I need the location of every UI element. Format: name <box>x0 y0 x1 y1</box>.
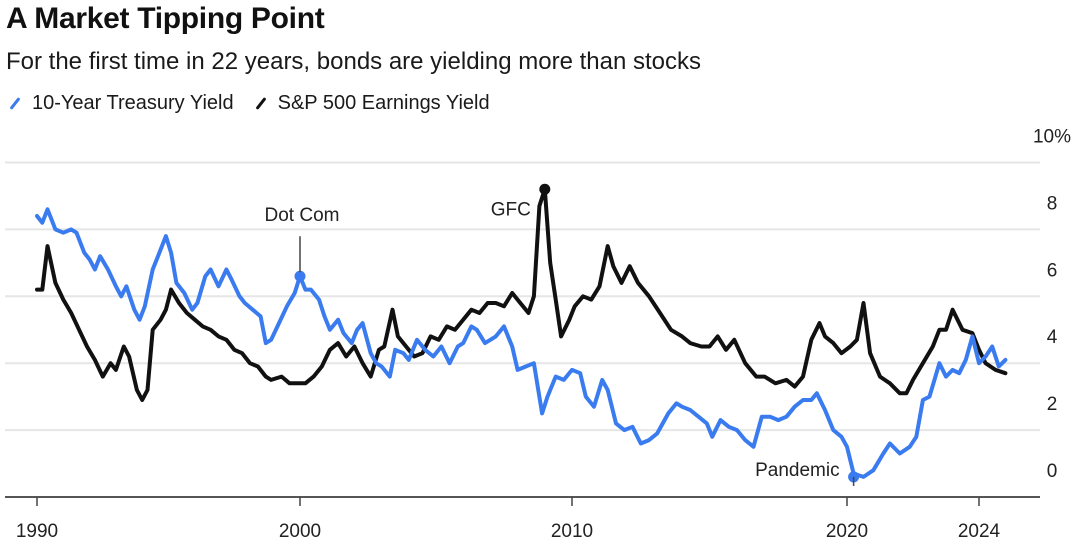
y-tick-label: 0 <box>1047 461 1058 482</box>
y-tick-label: 6 <box>1047 260 1058 281</box>
x-tick-label: 2020 <box>826 521 868 542</box>
gridlines <box>5 161 1040 432</box>
legend-label-treasury: 10-Year Treasury Yield <box>32 92 234 114</box>
chart-subtitle: For the first time in 22 years, bonds ar… <box>6 48 701 75</box>
legend-item-sp500: S&P 500 Earnings Yield <box>252 92 490 115</box>
y-tick-label: 2 <box>1047 394 1058 415</box>
x-axis: 1990 2000 2010 2020 2024 <box>5 496 1040 542</box>
legend: 10-Year Treasury Yield S&P 500 Earnings … <box>6 92 508 115</box>
x-tick-label: 1990 <box>16 521 58 542</box>
x-tick-label: 2024 <box>958 521 1001 542</box>
annotation-gfc: GFC <box>491 199 531 220</box>
x-tick-label: 2000 <box>279 521 321 542</box>
legend-item-treasury: 10-Year Treasury Yield <box>6 92 234 115</box>
x-tick-label: 2010 <box>551 521 593 542</box>
legend-label-sp500: S&P 500 Earnings Yield <box>277 92 490 114</box>
chart-title: A Market Tipping Point <box>6 2 325 35</box>
annotations: Dot Com GFC Pandemic <box>265 183 860 486</box>
y-axis-labels: 0 2 4 6 8 10% <box>1033 127 1071 483</box>
annotation-dot-com: Dot Com <box>265 205 340 226</box>
series-lines <box>35 187 1008 479</box>
annotation-pandemic: Pandemic <box>755 460 840 481</box>
annotation-marker <box>539 183 551 195</box>
annotation-marker <box>294 270 306 282</box>
y-tick-label: 4 <box>1047 327 1058 348</box>
series-line-sp500 <box>35 187 1008 402</box>
series-line-treasury <box>35 207 1008 479</box>
y-tick-label: 8 <box>1047 193 1058 214</box>
y-tick-label: 10% <box>1033 127 1071 148</box>
